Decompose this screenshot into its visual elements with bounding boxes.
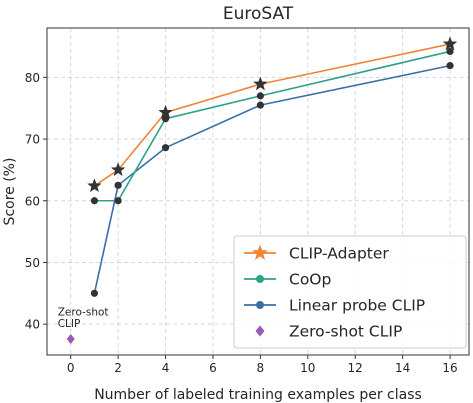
legend-label: CoOp: [289, 271, 331, 289]
data-point: [158, 104, 173, 119]
plot-frame: [46, 27, 470, 356]
data-point: [87, 178, 102, 193]
legend: CLIP-Adapter CoOp Linear probe CLIP Zero-sh…: [233, 235, 467, 349]
series-layer: [66, 36, 458, 344]
legend-label: Zero-shot CLIP: [289, 323, 402, 341]
data-point: [114, 197, 122, 205]
data-point: [256, 92, 264, 100]
x-tick-label: 14: [395, 361, 410, 375]
y-tick-label: 80: [25, 71, 40, 85]
annotation-label: Zero-shot: [58, 307, 109, 319]
y-tick-label: 40: [25, 318, 40, 332]
legend-marker: [251, 244, 269, 260]
data-point: [446, 47, 454, 56]
legend-label: Linear probe CLIP: [289, 297, 425, 315]
x-tick-label: 16: [442, 361, 457, 375]
y-tick-label: 70: [25, 133, 40, 147]
data-point: [90, 289, 99, 297]
x-tick-label: 10: [300, 361, 315, 375]
y-axis-label: Score (%): [2, 158, 18, 226]
data-point: [161, 144, 170, 152]
data-point: [256, 101, 264, 109]
legend-marker: [256, 275, 264, 283]
axis-ticks: 0 2 4 6 8 10 12 14 16 40 50 60 70 80: [25, 71, 458, 375]
annotation-label: CLIP: [58, 318, 81, 330]
x-tick-label: 6: [209, 361, 217, 375]
x-axis-label: Number of labeled training examples per …: [94, 387, 422, 403]
x-tick-label: 4: [162, 361, 170, 375]
data-point: [110, 162, 126, 177]
y-tick-label: 50: [25, 256, 40, 270]
series-line: [93, 43, 451, 187]
y-tick-label: 60: [25, 194, 40, 208]
x-tick-label: 0: [67, 361, 75, 375]
x-tick-label: 12: [348, 361, 363, 375]
data-point: [90, 197, 99, 205]
legend-marker: [256, 301, 264, 309]
legend-label: CLIP-Adapter: [289, 245, 389, 263]
data-point: [114, 181, 122, 189]
x-tick-label: 8: [257, 361, 265, 375]
data-point: [253, 76, 268, 91]
data-point: [66, 333, 75, 344]
chart-title: EuroSAT: [223, 4, 294, 24]
legend-marker: [255, 325, 265, 337]
series-line: [94, 50, 451, 202]
x-tick-label: 2: [114, 361, 122, 375]
data-point: [446, 62, 454, 70]
data-point: [442, 36, 458, 51]
legend-box: [233, 235, 467, 349]
